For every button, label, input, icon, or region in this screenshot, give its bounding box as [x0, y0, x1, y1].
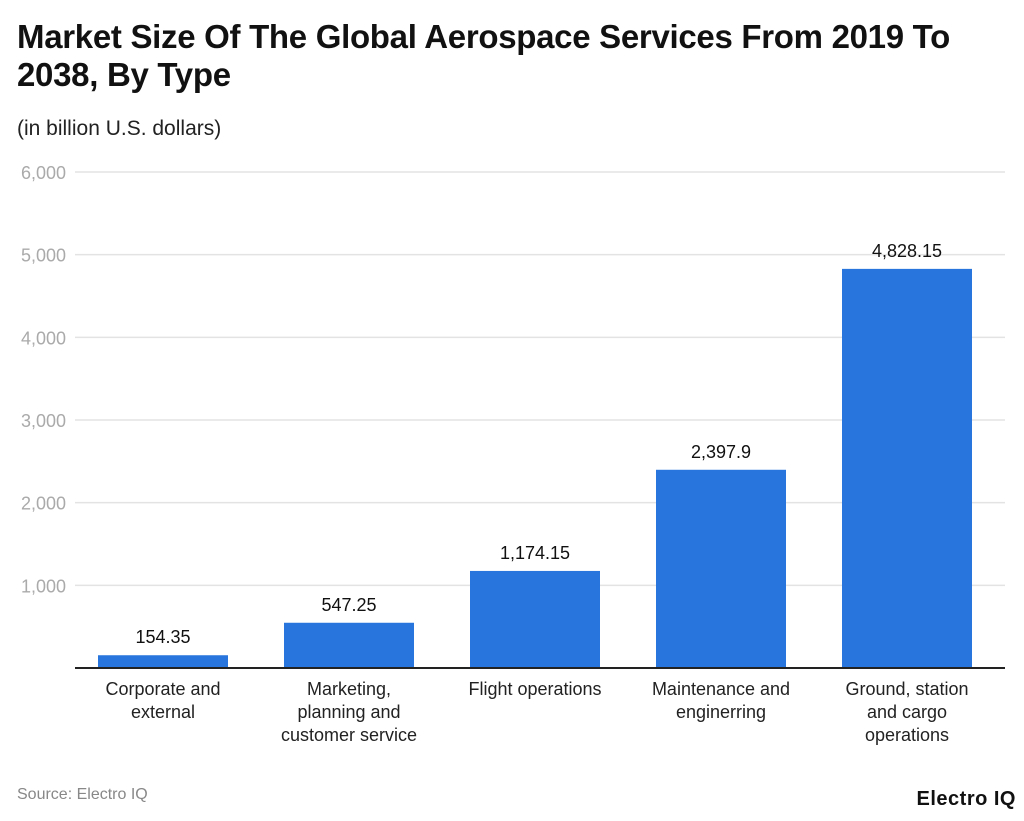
- chart-subtitle: (in billion U.S. dollars): [17, 117, 222, 140]
- x-tick-label: and cargo: [867, 702, 947, 722]
- x-tick-label: Ground, station: [845, 679, 968, 699]
- data-label: 2,397.9: [691, 442, 751, 462]
- x-tick-label: customer service: [281, 725, 417, 745]
- x-tick-label: external: [131, 702, 195, 722]
- electro-iq-logo: Electro IQ: [916, 788, 1016, 810]
- x-tick-label: Marketing,: [307, 679, 391, 699]
- data-label: 4,828.15: [872, 241, 942, 261]
- bar: [656, 469, 786, 668]
- x-tick-label: Flight operations: [468, 679, 601, 699]
- data-label: 154.35: [135, 627, 190, 647]
- y-tick-label: 3,000: [21, 411, 66, 431]
- x-tick-label: Maintenance and: [652, 679, 790, 699]
- y-tick-label: 4,000: [21, 328, 66, 348]
- data-label: 1,174.15: [500, 543, 570, 563]
- bar: [98, 655, 228, 668]
- chart-title: Market Size Of The Global Aerospace Serv…: [17, 18, 950, 93]
- source-note: Source: Electro IQ: [17, 786, 148, 803]
- x-tick-label: operations: [865, 725, 949, 745]
- x-tick-label: Corporate and: [105, 679, 220, 699]
- y-tick-label: 6,000: [21, 163, 66, 183]
- y-tick-label: 1,000: [21, 576, 66, 596]
- bar: [470, 570, 600, 668]
- x-tick-label: planning and: [297, 702, 400, 722]
- y-tick-label: 2,000: [21, 494, 66, 514]
- y-tick-label: 5,000: [21, 246, 66, 266]
- data-label: 547.25: [321, 595, 376, 615]
- bar: [842, 268, 972, 668]
- x-tick-label: enginerring: [676, 702, 766, 722]
- bar: [284, 622, 414, 668]
